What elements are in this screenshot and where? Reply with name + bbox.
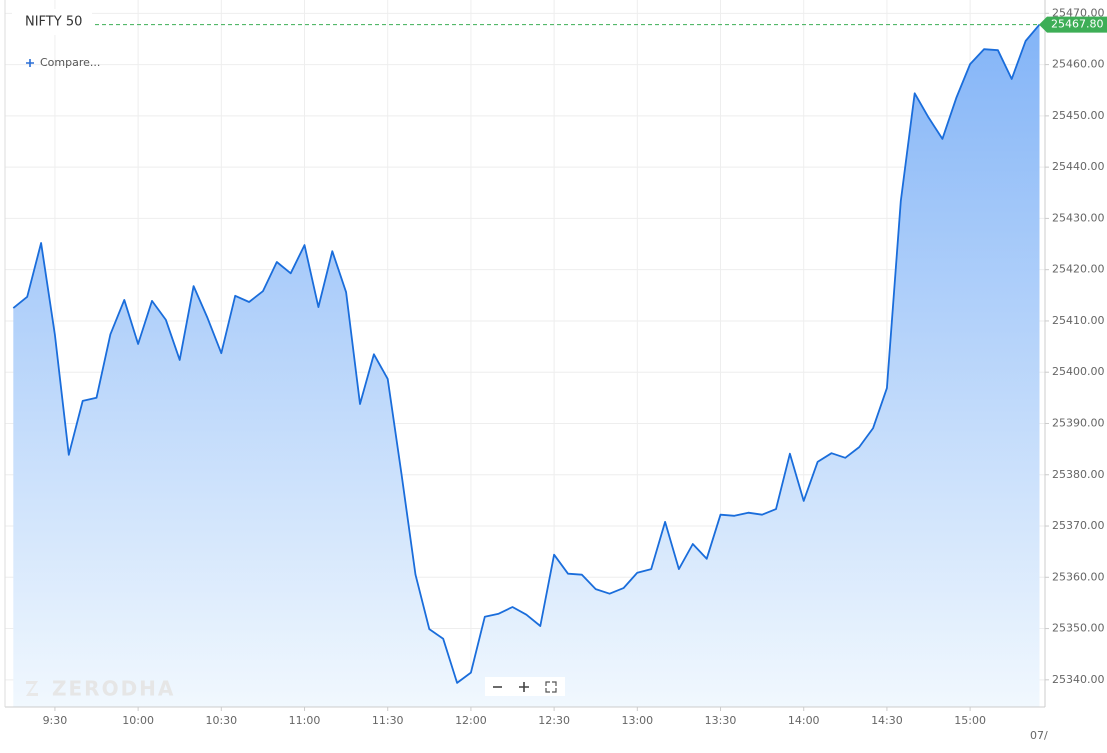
- x-tick-label: 10:30: [205, 714, 237, 727]
- x-tick-label: 15:00: [954, 714, 986, 727]
- title-box: [12, 9, 92, 35]
- compare-label: Compare...: [40, 56, 100, 69]
- x-tick-label: 13:30: [705, 714, 737, 727]
- x-tick-label: 14:00: [788, 714, 820, 727]
- chart-title: NIFTY 50: [25, 15, 82, 30]
- y-tick-label: 25370.00: [1052, 519, 1105, 532]
- watermark-logo: [26, 681, 38, 696]
- axes: 25340.00 25350.00 25360.00 25370.00 25380.00…: [43, 6, 1107, 742]
- x-tick-label: 12:30: [538, 714, 570, 727]
- x-tick-label: 13:00: [621, 714, 653, 727]
- y-tick-label: 25420.00: [1052, 263, 1105, 276]
- last-price-badge: [1039, 16, 1107, 33]
- zoom-controls: [485, 677, 565, 696]
- y-tick-label: 25410.00: [1052, 314, 1105, 327]
- plot: [12, 24, 1045, 708]
- x-tick-label: 9:30: [43, 714, 68, 727]
- fullscreen[interactable]: [545, 681, 557, 693]
- watermark: ZERODHA: [26, 677, 175, 701]
- y-tick-label: 25450.00: [1052, 109, 1105, 122]
- x-tick-label: 11:30: [372, 714, 404, 727]
- x-tick-label: 12:00: [455, 714, 487, 727]
- x-tick-label: 11:00: [289, 714, 321, 727]
- compare-button[interactable]: Compare...: [26, 56, 100, 69]
- y-tick-label: 25400.00: [1052, 365, 1105, 378]
- area-fill: [13, 24, 1040, 708]
- x-tick-label: 14:30: [871, 714, 903, 727]
- y-tick-label: 25460.00: [1052, 58, 1105, 71]
- date-label: 07/: [1030, 729, 1048, 742]
- price-line: [12, 24, 1041, 684]
- y-tick-label: 25390.00: [1052, 416, 1105, 429]
- zoom-in[interactable]: [519, 682, 529, 692]
- y-tick-label: 25340.00: [1052, 673, 1105, 686]
- x-tick-label: 10:00: [122, 714, 154, 727]
- y-tick-label: 25360.00: [1052, 570, 1105, 583]
- y-tick-label: 25470.00: [1052, 6, 1105, 19]
- y-tick-label: 25430.00: [1052, 211, 1105, 224]
- plus-icon: [26, 59, 34, 67]
- watermark-text: ZERODHA: [52, 677, 175, 701]
- y-tick-label: 25440.00: [1052, 160, 1105, 173]
- last-price-label: 25467.80: [1051, 18, 1104, 31]
- y-tick-label: 25350.00: [1052, 622, 1105, 635]
- y-tick-label: 25380.00: [1052, 468, 1105, 481]
